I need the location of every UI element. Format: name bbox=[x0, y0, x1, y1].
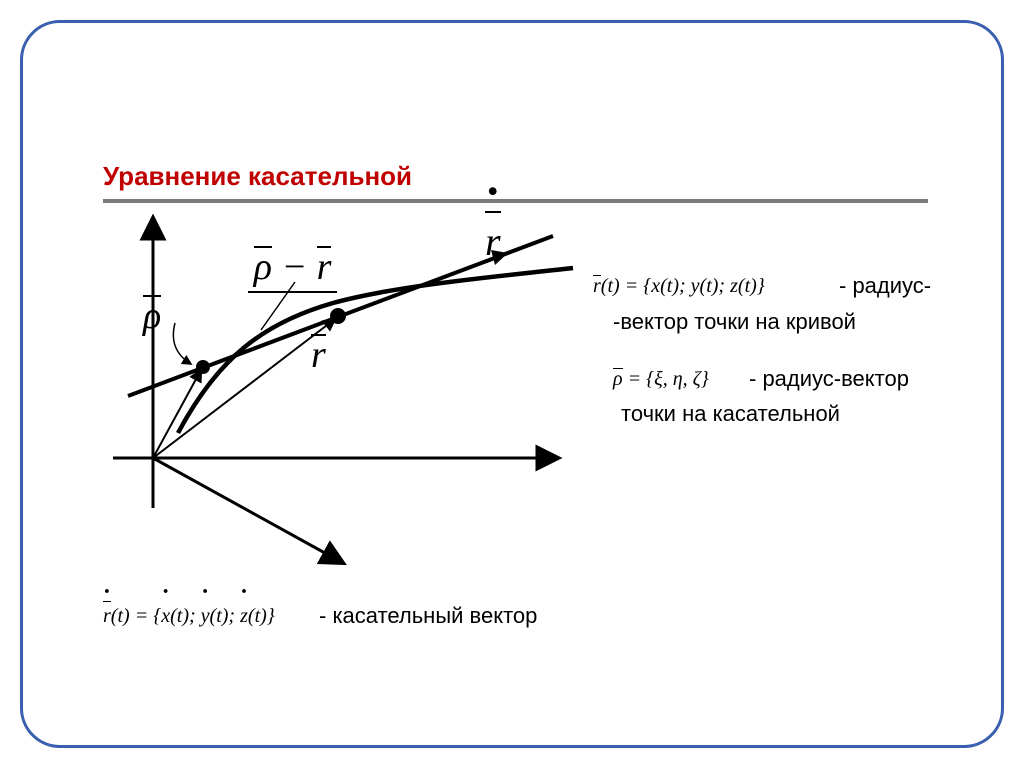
formula-rho: ρ = {ξ, η, ζ} bbox=[613, 368, 709, 391]
z-axis bbox=[153, 458, 343, 563]
text-rho-2: точки на касательной bbox=[621, 401, 840, 427]
label-r-dot: r bbox=[485, 218, 501, 265]
text-radius-1: - радиус- bbox=[839, 273, 931, 299]
slide-frame: Уравнение касательной bbox=[20, 20, 1004, 748]
point-r bbox=[330, 308, 346, 324]
formula-r-of-t: r(t) = {x(t); y(t); z(t)} bbox=[593, 275, 765, 298]
text-rho-1: - радиус-вектор bbox=[749, 366, 909, 392]
formula-rdot: r(t) = {x(t); y(t); z(t)} bbox=[103, 605, 275, 628]
point-rho bbox=[196, 360, 210, 374]
vector-r bbox=[153, 319, 335, 458]
leader-rho bbox=[173, 323, 191, 364]
label-rho-minus-r: ρ − r x bbox=[248, 245, 337, 296]
space-curve bbox=[178, 268, 573, 433]
text-tangent-vector: - касательный вектор bbox=[319, 603, 537, 629]
label-r: r bbox=[311, 333, 326, 377]
label-rho: ρ bbox=[143, 294, 161, 338]
title-rule bbox=[103, 199, 928, 203]
text-radius-2: -вектор точки на кривой bbox=[613, 309, 856, 335]
slide-title: Уравнение касательной bbox=[103, 161, 412, 192]
